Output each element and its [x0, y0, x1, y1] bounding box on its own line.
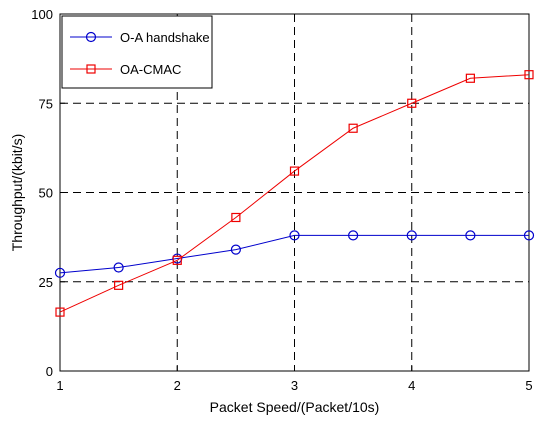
data-point-square [348, 123, 358, 133]
x-tick-label: 4 [408, 378, 415, 393]
data-point-circle [54, 267, 66, 278]
data-point-square [407, 98, 417, 108]
data-point-circle [113, 262, 124, 273]
data-point-square [86, 64, 96, 74]
x-axis-ticks: 1 2 3 4 5 [56, 366, 533, 393]
data-point-square [114, 280, 124, 290]
x-tick-label: 2 [174, 378, 181, 393]
legend-label: O-A handshake [120, 30, 210, 45]
x-tick-label: 5 [525, 378, 532, 393]
data-point-circle [523, 230, 535, 241]
data-point-square [55, 307, 65, 317]
data-point-square [289, 166, 300, 176]
legend: O-A handshake OA-CMAC [61, 15, 213, 89]
legend-item: O-A handshake [70, 30, 210, 45]
x-tick-label: 3 [291, 378, 298, 393]
y-axis-ticks: 0 25 50 75 100 [31, 7, 65, 379]
data-point-circle [230, 244, 241, 255]
series-line [59, 234, 529, 274]
y-axis-label: Throughput/(kbit/s) [9, 134, 25, 252]
y-tick-label: 25 [39, 275, 53, 290]
data-point-square [524, 70, 534, 80]
data-point-square [465, 73, 475, 83]
x-tick-label: 1 [56, 378, 63, 393]
data-point-square [231, 212, 241, 223]
y-tick-label: 50 [39, 186, 53, 201]
y-tick-label: 75 [39, 96, 53, 111]
y-tick-label: 100 [31, 7, 53, 22]
legend-item: OA-CMAC [70, 62, 181, 77]
series-layer [54, 70, 535, 317]
data-point-circle [85, 31, 97, 43]
series-line [59, 74, 530, 313]
legend-box [61, 15, 213, 89]
data-point-circle [465, 230, 476, 241]
x-axis-label: Packet Speed/(Packet/10s) [210, 399, 380, 415]
y-tick-label: 0 [46, 364, 53, 379]
series-1 [54, 230, 535, 278]
data-point-circle [289, 230, 300, 241]
data-point-square [172, 255, 182, 265]
data-point-circle [348, 230, 359, 241]
data-point-circle [406, 230, 417, 241]
legend-label: OA-CMAC [120, 62, 181, 77]
series-2 [55, 70, 534, 317]
